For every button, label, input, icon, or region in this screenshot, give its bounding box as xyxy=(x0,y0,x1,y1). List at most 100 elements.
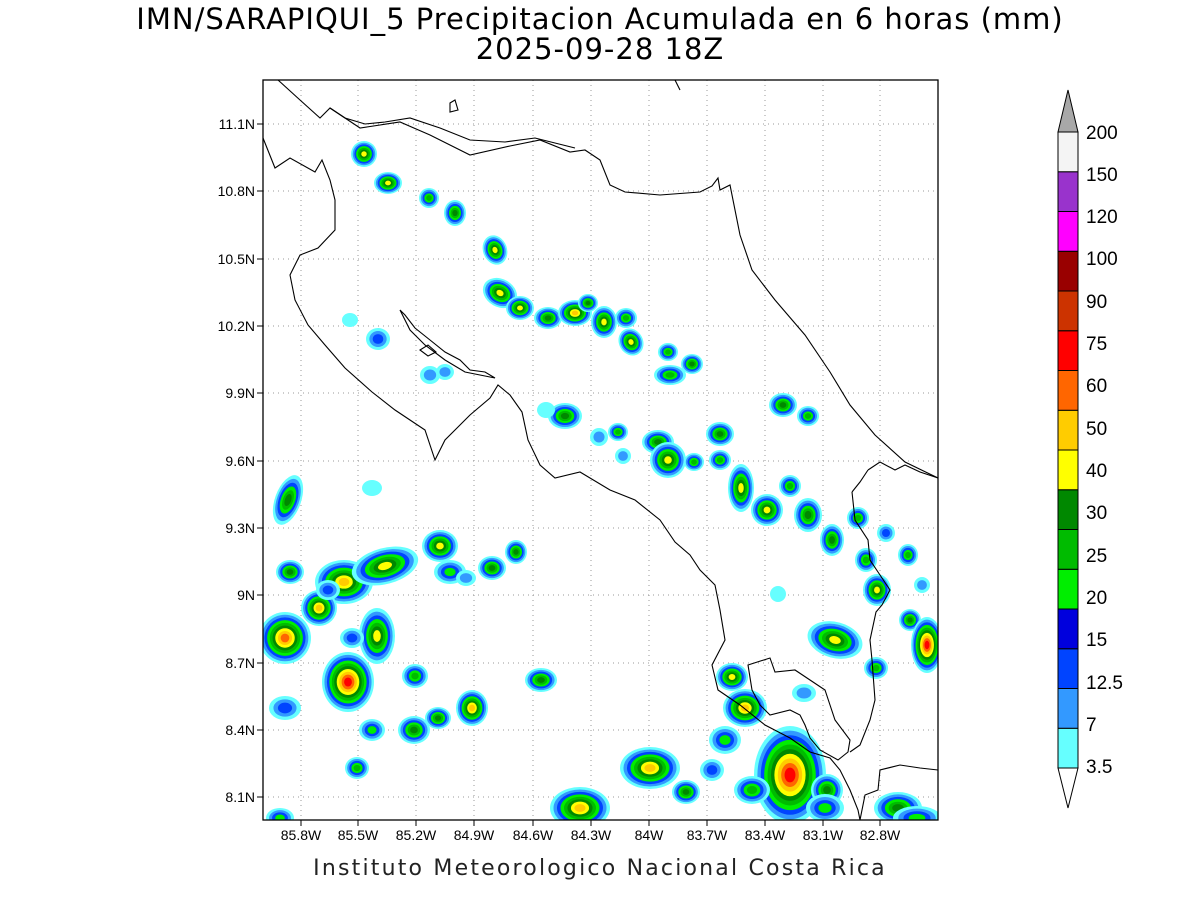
colorbar-label: 120 xyxy=(1086,207,1118,228)
precip-contour xyxy=(315,604,323,612)
colorbar-label: 25 xyxy=(1086,546,1107,567)
colorbar-label: 75 xyxy=(1086,334,1107,355)
precip-contour xyxy=(829,636,841,644)
precip-contour xyxy=(779,402,787,408)
precip-contour xyxy=(622,315,630,321)
lon-label: 84.9W xyxy=(454,827,495,843)
lon-label: 84W xyxy=(635,827,665,843)
precip-contour xyxy=(872,664,880,672)
precip-cell xyxy=(863,574,891,606)
precip-contour xyxy=(924,640,930,650)
precip-cell xyxy=(425,707,451,729)
precip-cell xyxy=(618,328,644,356)
precip-cell xyxy=(654,365,686,385)
lat-label: 8.1N xyxy=(225,789,255,805)
precip-cell xyxy=(911,617,938,673)
precip-contour xyxy=(728,674,736,680)
precip-cell xyxy=(590,428,608,446)
colorbar-label: 30 xyxy=(1086,503,1107,524)
precip-contour xyxy=(874,586,880,594)
map-subtitle-date: 2025-09-28 18Z xyxy=(475,32,725,66)
precip-cell xyxy=(263,612,311,664)
colorbar-swatch xyxy=(1057,608,1079,650)
precip-cell xyxy=(684,453,704,471)
precip-cell xyxy=(537,402,555,418)
precip-cell xyxy=(525,668,557,692)
precip-contour xyxy=(560,412,570,420)
lon-label: 82.8W xyxy=(860,827,901,843)
precip-contour xyxy=(571,310,579,316)
precip-contour xyxy=(338,577,350,587)
precip-cell xyxy=(806,794,844,820)
lon-label: 83.4W xyxy=(745,827,786,843)
precip-contour xyxy=(763,506,771,514)
precip-cell xyxy=(578,294,598,312)
precip-contour xyxy=(372,334,384,344)
colorbar-swatch xyxy=(1057,529,1079,570)
precip-cell xyxy=(807,621,863,659)
precip-contour xyxy=(740,704,750,712)
longitude-labels: 85.8W 85.5W 85.2W 84.9W 84.6W 84.3W 84W … xyxy=(281,827,901,843)
precip-cell xyxy=(681,354,703,374)
colorbar-swatch xyxy=(1057,330,1079,371)
precip-contour xyxy=(436,542,444,550)
precip-contour xyxy=(644,764,656,772)
precip-cell xyxy=(855,548,877,572)
colorbar-label: 60 xyxy=(1086,376,1107,397)
precip-contour xyxy=(277,702,293,714)
precip-cell xyxy=(709,726,741,754)
precip-cell xyxy=(276,560,304,584)
precip-contour xyxy=(439,367,451,377)
precip-cell xyxy=(716,663,748,691)
colorbar-label: 200 xyxy=(1086,123,1118,144)
colorbar: 200 150 120 100 90 75 60 50 40 30 25 20 … xyxy=(1057,89,1123,809)
precip-cell xyxy=(899,609,921,631)
precip-contour xyxy=(459,573,473,583)
precip-contour xyxy=(469,704,475,712)
precip-contour xyxy=(770,586,786,602)
lat-label: 10.8N xyxy=(218,183,255,199)
colorbar-boxes xyxy=(1057,131,1079,769)
precip-cell xyxy=(482,277,518,309)
precip-cell xyxy=(456,570,476,586)
precip-cell xyxy=(345,757,369,779)
precip-contour xyxy=(434,715,442,721)
precip-contour xyxy=(373,630,381,642)
precip-contour xyxy=(665,372,675,378)
precip-cell xyxy=(794,498,822,532)
precip-cell xyxy=(650,442,686,478)
precip-contour xyxy=(322,585,334,595)
precip-cell xyxy=(820,524,844,556)
precip-cell xyxy=(548,403,582,429)
precip-contour xyxy=(367,726,377,734)
lat-label: 10.5N xyxy=(218,251,255,267)
precip-cell xyxy=(322,652,374,712)
precip-contour xyxy=(719,735,731,745)
precip-contour xyxy=(517,305,523,311)
precip-contour xyxy=(344,677,352,687)
colorbar-swatch xyxy=(1057,171,1079,212)
precip-cell xyxy=(482,235,508,265)
precip-contour xyxy=(593,431,605,443)
precip-contour xyxy=(628,339,634,345)
precip-contour xyxy=(615,429,621,435)
precip-cell xyxy=(362,480,382,496)
colorbar-label: 3.5 xyxy=(1086,757,1112,778)
precip-cell xyxy=(402,664,428,688)
lat-label: 9.9N xyxy=(225,385,255,401)
colorbar-swatch xyxy=(1057,688,1079,729)
precip-cell xyxy=(914,577,930,593)
lat-label: 9.3N xyxy=(225,520,255,536)
precip-contour xyxy=(905,551,911,559)
precip-contour xyxy=(691,459,697,465)
precip-contour xyxy=(488,565,496,571)
map-area xyxy=(263,80,938,820)
lon-label: 85.2W xyxy=(396,827,437,843)
precip-cell xyxy=(620,747,680,789)
colorbar-swatch xyxy=(1057,370,1079,411)
precip-contour xyxy=(342,313,358,327)
precip-contour xyxy=(716,457,724,463)
borders xyxy=(329,107,891,753)
precip-cell xyxy=(608,423,628,441)
precip-contour xyxy=(907,617,913,623)
